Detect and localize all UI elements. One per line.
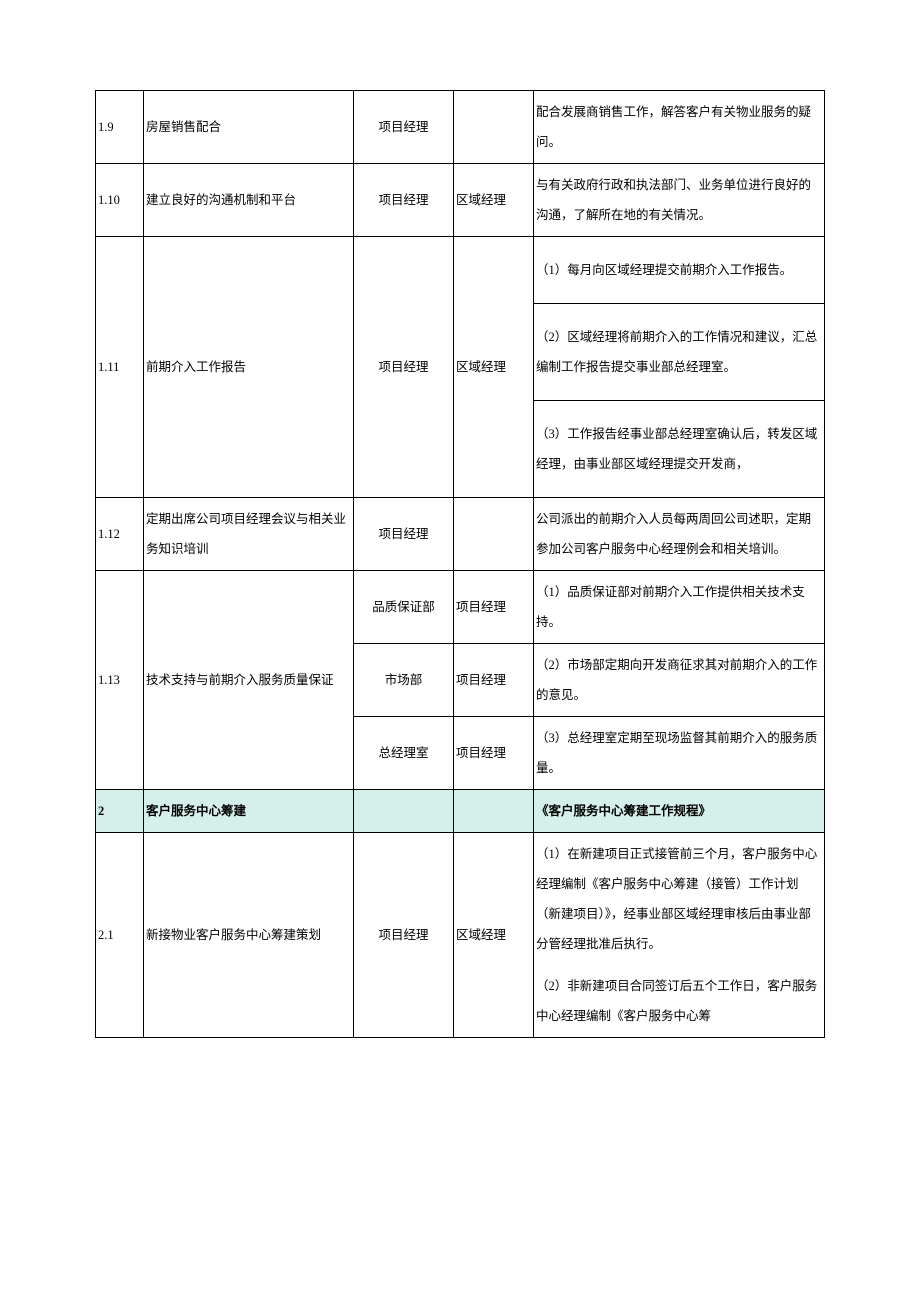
table-row: 1.10 建立良好的沟通机制和平台 项目经理 区域经理 与有关政府行政和执法部门… [96,164,825,237]
cell-desc: （1）品质保证部对前期介入工作提供相关技术支持。 [534,571,825,644]
cell-sup: 区域经理 [454,833,534,1038]
cell-sup: 项目经理 [454,644,534,717]
cell-resp: 项目经理 [354,498,454,571]
cell-task: 前期介入工作报告 [144,237,354,498]
cell-desc: （2）非新建项目合同签订后五个工作日，客户服务中心经理编制《客户服务中心筹 [534,965,825,1038]
cell-task: 新接物业客户服务中心筹建策划 [144,833,354,1038]
cell-num: 1.11 [96,237,144,498]
cell-desc: 配合发展商销售工作，解答客户有关物业服务的疑问。 [534,91,825,164]
cell-resp: 项目经理 [354,833,454,1038]
cell-desc: （3）工作报告经事业部总经理室确认后，转发区域经理，由事业部区域经理提交开发商， [534,401,825,498]
cell-desc: 《客户服务中心筹建工作规程》 [534,790,825,833]
cell-desc: （1）每月向区域经理提交前期介入工作报告。 [534,237,825,304]
cell-resp: 项目经理 [354,237,454,498]
table-row: 1.13 技术支持与前期介入服务质量保证 品质保证部 项目经理 （1）品质保证部… [96,571,825,644]
table-row: 2.1 新接物业客户服务中心筹建策划 项目经理 区域经理 （1）在新建项目正式接… [96,833,825,966]
cell-task: 定期出席公司项目经理会议与相关业务知识培训 [144,498,354,571]
cell-sup: 区域经理 [454,164,534,237]
cell-desc: （2）区域经理将前期介入的工作情况和建议，汇总编制工作报告提交事业部总经理室。 [534,304,825,401]
cell-sup: 项目经理 [454,717,534,790]
cell-desc: （2）市场部定期向开发商征求其对前期介入的工作的意见。 [534,644,825,717]
cell-resp: 项目经理 [354,91,454,164]
cell-task: 客户服务中心筹建 [144,790,354,833]
cell-num: 2 [96,790,144,833]
cell-sup [454,91,534,164]
table-row: 1.9 房屋销售配合 项目经理 配合发展商销售工作，解答客户有关物业服务的疑问。 [96,91,825,164]
cell-task: 房屋销售配合 [144,91,354,164]
cell-sup: 区域经理 [454,237,534,498]
cell-task: 建立良好的沟通机制和平台 [144,164,354,237]
cell-resp [354,790,454,833]
cell-desc: （1）在新建项目正式接管前三个月，客户服务中心经理编制《客户服务中心筹建（接管）… [534,833,825,966]
cell-num: 1.13 [96,571,144,790]
section-row: 2 客户服务中心筹建 《客户服务中心筹建工作规程》 [96,790,825,833]
cell-task: 技术支持与前期介入服务质量保证 [144,571,354,790]
process-table: 1.9 房屋销售配合 项目经理 配合发展商销售工作，解答客户有关物业服务的疑问。… [95,90,825,1038]
cell-resp: 总经理室 [354,717,454,790]
cell-sup [454,498,534,571]
cell-sup: 项目经理 [454,571,534,644]
table-row: 1.12 定期出席公司项目经理会议与相关业务知识培训 项目经理 公司派出的前期介… [96,498,825,571]
cell-desc: 公司派出的前期介入人员每两周回公司述职，定期参加公司客户服务中心经理例会和相关培… [534,498,825,571]
cell-resp: 品质保证部 [354,571,454,644]
cell-sup [454,790,534,833]
table-row: 1.11 前期介入工作报告 项目经理 区域经理 （1）每月向区域经理提交前期介入… [96,237,825,304]
cell-desc: （3）总经理室定期至现场监督其前期介入的服务质量。 [534,717,825,790]
cell-resp: 项目经理 [354,164,454,237]
cell-desc: 与有关政府行政和执法部门、业务单位进行良好的沟通，了解所在地的有关情况。 [534,164,825,237]
cell-num: 1.9 [96,91,144,164]
cell-num: 1.12 [96,498,144,571]
cell-num: 1.10 [96,164,144,237]
cell-resp: 市场部 [354,644,454,717]
cell-num: 2.1 [96,833,144,1038]
